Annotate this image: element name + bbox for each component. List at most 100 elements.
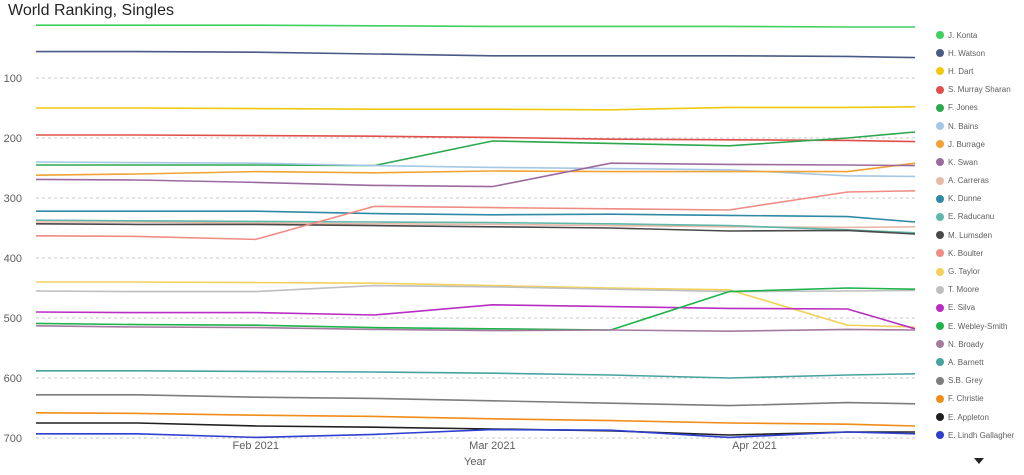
series-line bbox=[36, 422, 915, 436]
legend-marker bbox=[936, 31, 944, 40]
series-line bbox=[35, 303, 916, 330]
x-tick-label: Feb 2021 bbox=[233, 440, 279, 452]
legend-marker bbox=[936, 340, 944, 349]
legend-item[interactable]: N. Bains bbox=[936, 117, 1024, 135]
legend-marker bbox=[936, 249, 944, 258]
series-line bbox=[36, 281, 916, 328]
legend-item[interactable]: E. Webley-Smith bbox=[936, 317, 1024, 335]
legend-marker bbox=[936, 431, 944, 440]
legend-label: H. Watson bbox=[948, 48, 986, 58]
legend-label: S.B. Grey bbox=[948, 376, 983, 386]
legend-marker bbox=[936, 103, 944, 112]
legend-marker bbox=[936, 122, 944, 131]
series-line bbox=[36, 428, 916, 439]
legend-item[interactable]: K. Swan bbox=[936, 153, 1024, 171]
chart-legend: J. Konta H. Watson H. Dart S. Murray Sharan… bbox=[936, 26, 1024, 444]
legend-marker bbox=[936, 85, 944, 94]
y-tick-label: 300 bbox=[4, 193, 22, 205]
legend-item[interactable]: K. Dunne bbox=[936, 190, 1024, 208]
series-line bbox=[36, 210, 916, 223]
legend-label: K. Swan bbox=[948, 157, 978, 167]
series-line bbox=[35, 162, 916, 176]
legend-label: F. Jones bbox=[948, 103, 978, 113]
legend-item[interactable]: J. Konta bbox=[936, 26, 1024, 44]
y-tick-label: 600 bbox=[4, 373, 22, 385]
legend-item[interactable]: A. Barnett bbox=[936, 353, 1024, 371]
legend-item[interactable]: E. Silva bbox=[936, 299, 1024, 317]
chart-title: World Ranking, Singles bbox=[8, 2, 175, 19]
legend-marker bbox=[936, 194, 944, 203]
legend-marker bbox=[936, 303, 944, 312]
legend-label: E. Silva bbox=[948, 303, 976, 313]
legend-item[interactable]: S. Murray Sharan bbox=[936, 81, 1024, 99]
series-line bbox=[35, 219, 916, 234]
legend-item[interactable]: F. Jones bbox=[936, 99, 1024, 117]
legend-label: T. Moore bbox=[948, 285, 980, 295]
legend-label: E. Raducanu bbox=[948, 212, 995, 222]
legend-marker bbox=[936, 394, 944, 403]
legend-label: H. Dart bbox=[948, 66, 974, 76]
series-line bbox=[35, 412, 916, 427]
legend-item[interactable]: T. Moore bbox=[936, 281, 1024, 299]
series-line bbox=[35, 162, 916, 188]
y-tick-label: 200 bbox=[4, 133, 22, 145]
legend-marker bbox=[936, 267, 944, 276]
series-line bbox=[35, 161, 916, 178]
legend-marker bbox=[936, 140, 944, 149]
series-line bbox=[35, 223, 916, 235]
series-line bbox=[35, 325, 916, 333]
legend-item[interactable]: S.B. Grey bbox=[936, 372, 1024, 390]
x-tick-label: Apr 2021 bbox=[732, 440, 777, 452]
legend-label: G. Taylor bbox=[948, 267, 980, 277]
legend-item[interactable]: H. Dart bbox=[936, 62, 1024, 80]
legend-label: K. Boulter bbox=[948, 248, 984, 258]
legend-item[interactable]: K. Boulter bbox=[936, 244, 1024, 262]
legend-label: M. Lumsden bbox=[948, 230, 993, 240]
y-tick-label: 400 bbox=[4, 253, 22, 265]
series-line bbox=[36, 131, 916, 167]
x-axis-label: Year bbox=[464, 456, 487, 468]
legend-item[interactable]: J. Burrage bbox=[936, 135, 1024, 153]
legend-label: S. Murray Sharan bbox=[948, 85, 1011, 95]
legend-marker bbox=[936, 49, 944, 58]
legend-label: F. Christie bbox=[948, 394, 984, 404]
legend-item[interactable]: E. Lindh Gallagher bbox=[936, 426, 1024, 444]
legend-item[interactable]: G. Taylor bbox=[936, 262, 1024, 280]
series-line bbox=[36, 50, 916, 59]
legend-item[interactable]: M. Lumsden bbox=[936, 226, 1024, 244]
y-tick-label: 100 bbox=[4, 73, 22, 85]
legend-item[interactable]: E. Appleton bbox=[936, 408, 1024, 426]
legend-item[interactable]: E. Raducanu bbox=[936, 208, 1024, 226]
y-tick-label: 500 bbox=[4, 313, 22, 325]
legend-item[interactable]: N. Broady bbox=[936, 335, 1024, 353]
legend-label: J. Burrage bbox=[948, 139, 985, 149]
legend-label: N. Bains bbox=[948, 121, 979, 131]
legend-marker bbox=[936, 413, 944, 422]
series-line bbox=[36, 221, 916, 229]
line-chart: 100 200 300 400 500 600 700 Feb 2021 Mar 2021 Apr… bbox=[4, 24, 916, 452]
legend-item[interactable]: A. Carreras bbox=[936, 172, 1024, 190]
legend-marker bbox=[936, 358, 944, 367]
series-line bbox=[35, 190, 916, 241]
legend-label: J. Konta bbox=[948, 30, 978, 40]
series-line bbox=[35, 284, 916, 293]
legend-marker bbox=[936, 212, 944, 221]
legend-label: A. Barnett bbox=[948, 357, 984, 367]
legend-item[interactable]: H. Watson bbox=[936, 44, 1024, 62]
legend-marker bbox=[936, 322, 944, 331]
legend-item[interactable]: F. Christie bbox=[936, 390, 1024, 408]
legend-scroll-down-icon[interactable] bbox=[974, 458, 984, 464]
legend-label: K. Dunne bbox=[948, 194, 982, 204]
series-line bbox=[36, 393, 916, 407]
legend-marker bbox=[936, 67, 944, 76]
series-line bbox=[36, 24, 915, 28]
x-tick-label: Mar 2021 bbox=[469, 440, 515, 452]
legend-label: A. Carreras bbox=[948, 176, 989, 186]
legend-marker bbox=[936, 176, 944, 185]
legend-marker bbox=[936, 376, 944, 385]
y-tick-label: 700 bbox=[4, 433, 22, 445]
legend-marker bbox=[936, 158, 944, 167]
series-line bbox=[36, 369, 916, 379]
legend-marker bbox=[936, 285, 944, 294]
legend-label: E. Appleton bbox=[948, 412, 989, 422]
